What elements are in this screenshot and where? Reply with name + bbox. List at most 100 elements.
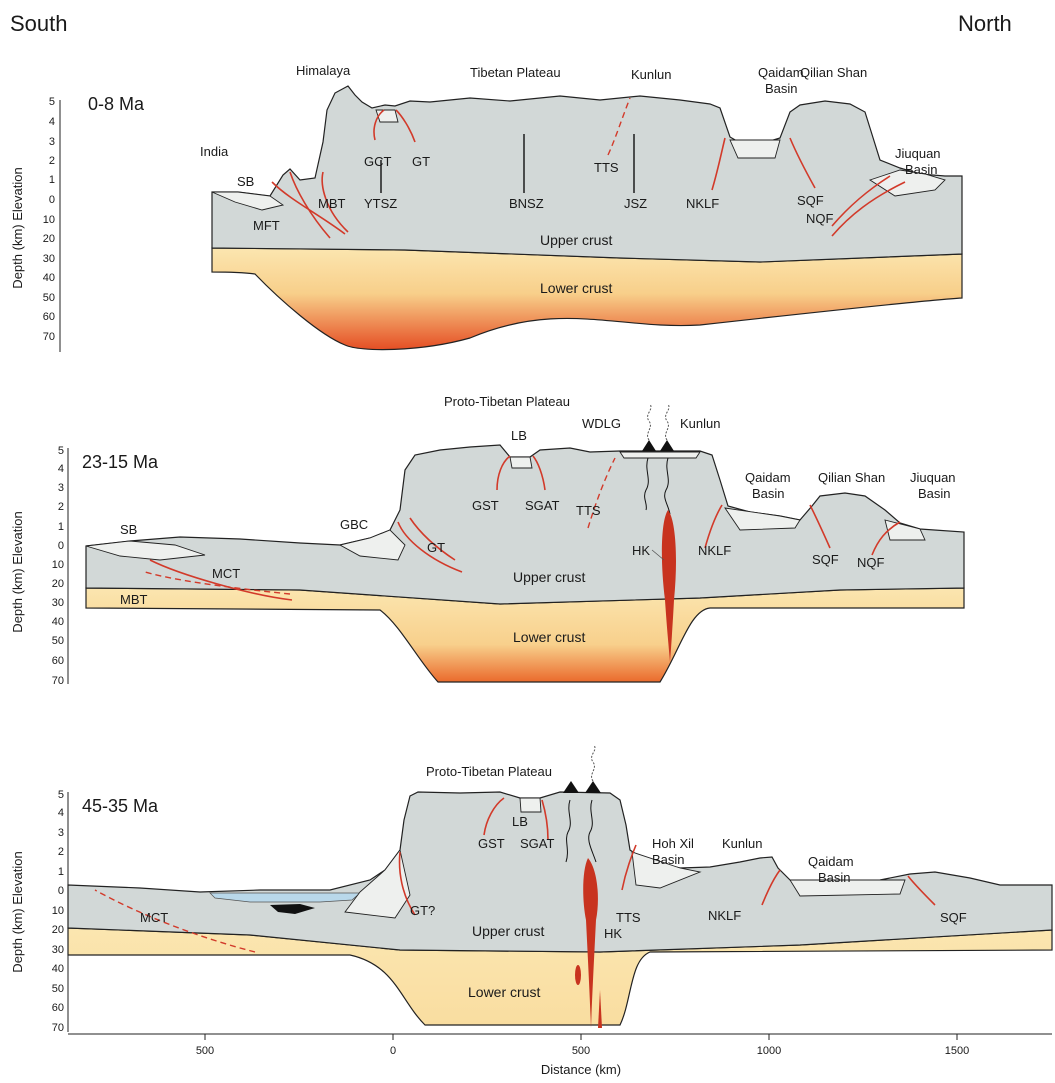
panel-2-volcano-1 bbox=[642, 440, 656, 451]
label-nklf: NKLF bbox=[698, 543, 731, 558]
fault-line bbox=[789, 137, 816, 189]
fault-line bbox=[621, 844, 637, 891]
panel-1-qaidam-word2: Basin bbox=[765, 81, 798, 96]
panel-23-15-ma: 5 4 3 2 1 0 10 20 30 40 50 60 70 Depth (… bbox=[10, 394, 965, 687]
label-india: India bbox=[200, 144, 229, 159]
panel-3-lower-crust-label: Lower crust bbox=[468, 984, 540, 1000]
label-gt: GT bbox=[412, 154, 430, 169]
panel-1-sb-basin bbox=[211, 191, 285, 211]
panel-2-jiuquan-word2: Basin bbox=[918, 486, 951, 501]
fault-line bbox=[831, 175, 891, 227]
panel-3-black-deposit bbox=[270, 904, 315, 914]
panel-2-hk-magma bbox=[661, 510, 676, 662]
fault-line bbox=[831, 181, 906, 237]
panel-1-y-axis-label: Depth (km) Elevation bbox=[10, 167, 25, 288]
label-mbt: MBT bbox=[318, 196, 346, 211]
label-sqf: SQF bbox=[940, 910, 967, 925]
north-label: North bbox=[958, 11, 1012, 36]
panel-2-wdlg-basin bbox=[619, 451, 701, 459]
panel-1-qaidam-basin bbox=[729, 139, 781, 159]
panel-2-lower-crust-label: Lower crust bbox=[513, 629, 585, 645]
label-bnsz: BNSZ bbox=[509, 196, 544, 211]
label-2: 2 bbox=[58, 501, 64, 513]
label-5: 5 bbox=[58, 445, 64, 457]
panel-2-qaidam-word1: Qaidam bbox=[745, 470, 791, 485]
label-himalaya: Himalaya bbox=[296, 63, 351, 78]
panel-3-lb-basin bbox=[519, 797, 542, 813]
label-hk: HK bbox=[632, 543, 650, 558]
x-axis-label: Distance (km) bbox=[541, 1062, 621, 1077]
label-nqf: NQF bbox=[806, 211, 834, 226]
fault-line bbox=[761, 869, 781, 906]
panel-3-volcano-2 bbox=[585, 781, 601, 793]
label-mct: MCT bbox=[140, 910, 168, 925]
label-50: 50 bbox=[52, 635, 64, 647]
x-tick: 500 bbox=[196, 1045, 214, 1057]
fault-line bbox=[271, 181, 346, 235]
label-60: 60 bbox=[52, 655, 64, 667]
panel-2-age: 23-15 Ma bbox=[82, 452, 159, 472]
label-kunlun: Kunlun bbox=[631, 67, 671, 82]
label-4: 4 bbox=[49, 116, 55, 128]
label-0: 0 bbox=[58, 540, 64, 552]
panel-2-qaidam-word2: Basin bbox=[752, 486, 785, 501]
fault-line bbox=[397, 521, 463, 573]
label-proto-tibetan-plateau: Proto-Tibetan Plateau bbox=[444, 394, 570, 409]
label-mct: MCT bbox=[212, 566, 240, 581]
label-tibetan-plateau: Tibetan Plateau bbox=[470, 65, 561, 80]
fault-line bbox=[871, 521, 901, 556]
panel-3-magma-pod bbox=[575, 965, 581, 985]
label-tts: TTS bbox=[576, 503, 601, 518]
label-60: 60 bbox=[43, 311, 55, 323]
label-50: 50 bbox=[52, 983, 64, 995]
x-axis: 500 0 500 1000 1500 Distance (km) bbox=[68, 1033, 1052, 1077]
label-0: 0 bbox=[58, 885, 64, 897]
label-3: 3 bbox=[58, 827, 64, 839]
panel-1-lower-crust-label: Lower crust bbox=[540, 280, 612, 296]
panel-3-y-axis: 5 4 3 2 1 0 10 20 30 40 50 60 70 bbox=[52, 789, 69, 1034]
inferred-fault-line bbox=[144, 571, 291, 595]
fault-line bbox=[321, 171, 349, 233]
panel-3-gt-basin bbox=[344, 848, 411, 919]
panel-3-qaidam-word2: Basin bbox=[818, 870, 851, 885]
label-1: 1 bbox=[58, 866, 64, 878]
label-nklf: NKLF bbox=[708, 908, 741, 923]
label-gbc: GBC bbox=[340, 517, 368, 532]
x-tick: 1500 bbox=[945, 1045, 969, 1057]
panel-2-gbc-basin bbox=[338, 529, 406, 561]
label-2: 2 bbox=[49, 155, 55, 167]
label-30: 30 bbox=[43, 253, 55, 265]
fault-line bbox=[483, 797, 505, 836]
panel-3-volcano-1 bbox=[563, 781, 579, 793]
label-jsz: JSZ bbox=[624, 196, 647, 211]
panel-3-qaidam-basin bbox=[789, 879, 906, 897]
label-qilian-shan: Qilian Shan bbox=[800, 65, 867, 80]
panel-1-y-axis: 5 4 3 2 1 0 10 20 30 40 50 60 70 bbox=[43, 96, 61, 352]
south-label: South bbox=[10, 11, 68, 36]
label-gct: GCT bbox=[364, 154, 392, 169]
fault-line bbox=[532, 455, 546, 491]
label-gst: GST bbox=[478, 836, 505, 851]
panel-3-upper-crust-label: Upper crust bbox=[472, 923, 544, 939]
label-40: 40 bbox=[52, 616, 64, 628]
label-70: 70 bbox=[43, 331, 55, 343]
label-qilian-shan: Qilian Shan bbox=[818, 470, 885, 485]
label-kunlun: Kunlun bbox=[680, 416, 720, 431]
label-5: 5 bbox=[58, 789, 64, 801]
panel-1-qaidam-word1: Qaidam bbox=[758, 65, 804, 80]
label-50: 50 bbox=[43, 292, 55, 304]
label-1: 1 bbox=[49, 174, 55, 186]
panel-2-jiuquan-basin bbox=[884, 519, 926, 541]
x-tick: 1000 bbox=[757, 1045, 781, 1057]
label-sb: SB bbox=[237, 174, 254, 189]
panel-2-upper-crust-label: Upper crust bbox=[513, 569, 585, 585]
fault-line bbox=[373, 109, 385, 141]
panel-2-lb-basin bbox=[509, 456, 533, 469]
inferred-fault-line bbox=[94, 889, 256, 953]
label-gt: GT? bbox=[410, 903, 435, 918]
label-3: 3 bbox=[49, 136, 55, 148]
panel-3-upper-crust bbox=[67, 791, 1053, 953]
label-sgat: SGAT bbox=[525, 498, 559, 513]
label-wdlg: WDLG bbox=[582, 416, 621, 431]
